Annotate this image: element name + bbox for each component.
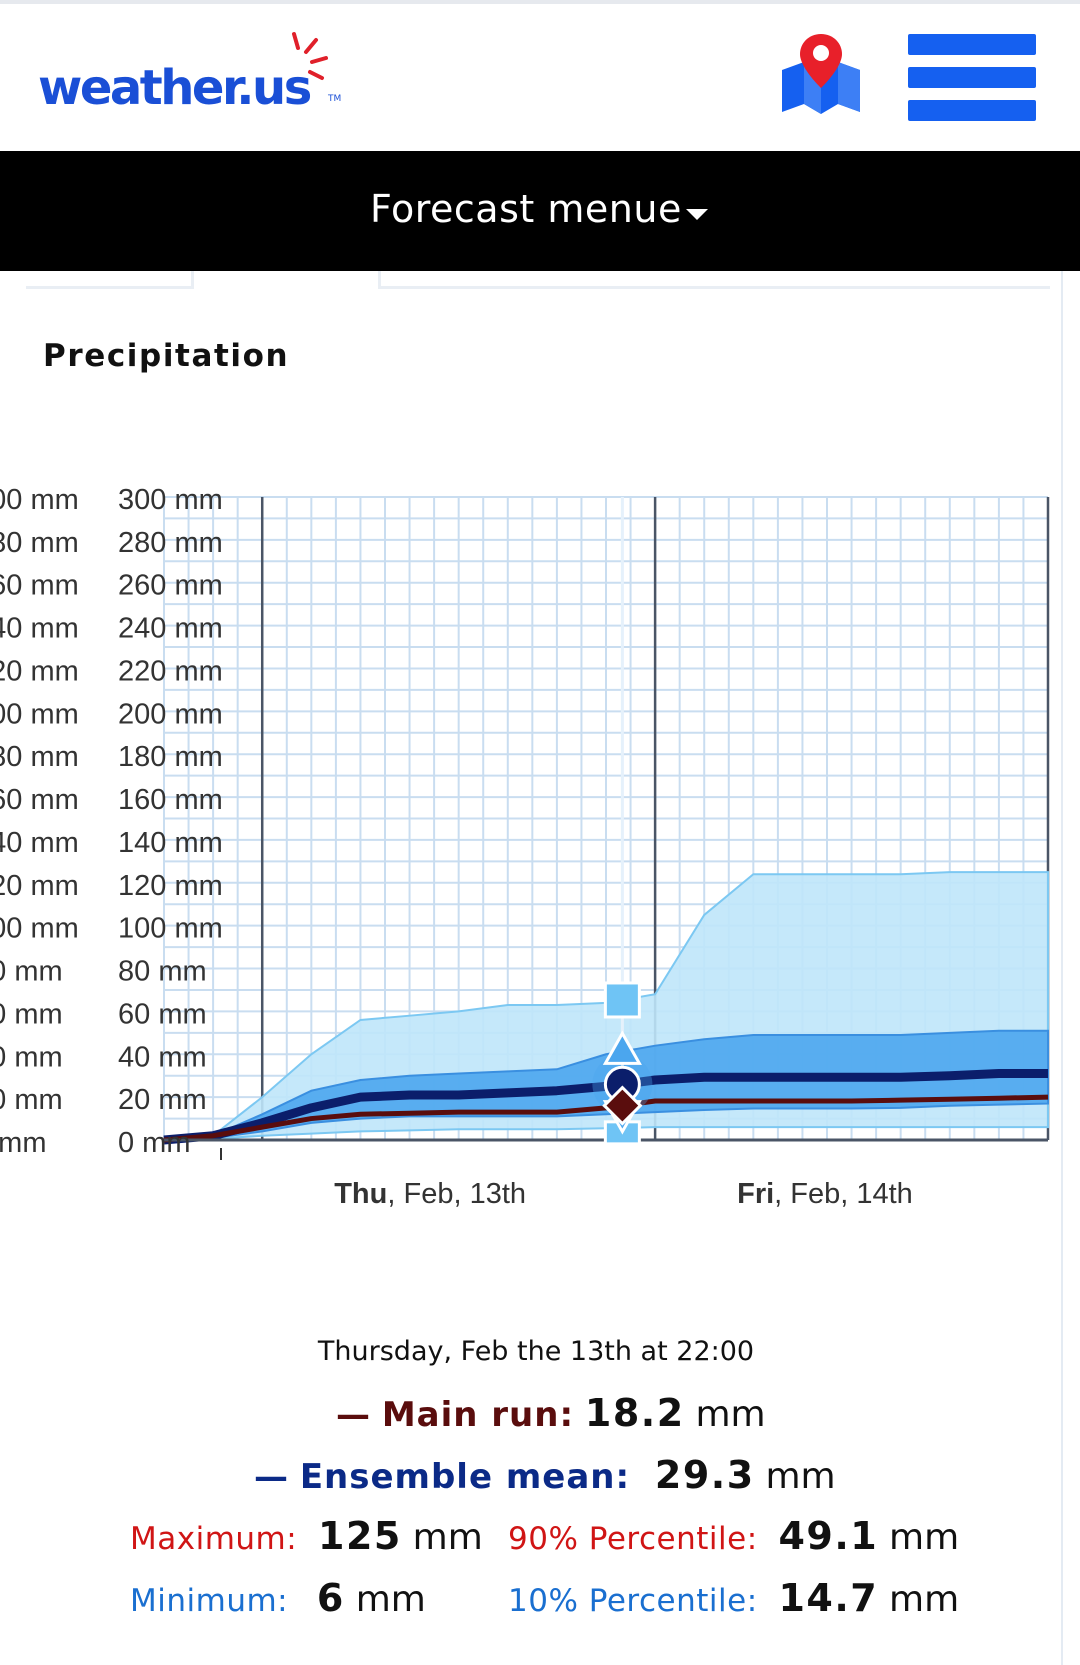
main-run-unit: mm xyxy=(695,1394,766,1435)
panel-border xyxy=(1061,271,1063,1665)
y-tick-label: 280 mm xyxy=(118,527,223,559)
y-tick-label: 140 mm xyxy=(118,827,223,859)
y-tick-label: 40 mm xyxy=(0,1041,63,1073)
top-header: weather.us TM xyxy=(0,0,1080,150)
ensemble-mean-value: 29.3 xyxy=(654,1453,755,1497)
main-run-dash: — xyxy=(336,1395,371,1435)
y-tick-label: 40 mm xyxy=(118,1041,207,1073)
tab-divider-left xyxy=(26,271,194,289)
y-tick-label: 120 mm xyxy=(118,870,223,902)
y-tick-label: 160 mm xyxy=(0,784,79,816)
ensemble-mean-row: — Ensemble mean: 29.3 mm xyxy=(254,1453,836,1497)
sun-rays-icon xyxy=(292,32,328,80)
pct90-label: 90% Percentile: xyxy=(508,1521,758,1557)
pct90-value: 49.1 xyxy=(778,1514,879,1558)
max-marker xyxy=(603,981,641,1019)
minimum-unit: mm xyxy=(355,1579,426,1620)
y-tick-label: 60 mm xyxy=(118,998,207,1030)
y-tick-label: 120 mm xyxy=(0,870,79,902)
y-tick-label: 160 mm xyxy=(118,784,223,816)
minimum-value: 6 xyxy=(316,1576,345,1620)
y-tick-label: 80 mm xyxy=(118,956,207,988)
y-tick-label: 20 mm xyxy=(118,1084,207,1116)
pct10-label: 10% Percentile: xyxy=(508,1583,758,1619)
y-tick-label: 200 mm xyxy=(118,698,223,730)
section-title: Precipitation xyxy=(43,338,290,374)
forecast-menu-dropdown[interactable]: Forecast menue xyxy=(0,151,1080,271)
maximum-value: 125 xyxy=(318,1514,402,1558)
main-run-value: 18.2 xyxy=(584,1391,685,1435)
ensemble-mean-unit: mm xyxy=(765,1456,836,1497)
y-tick-label: 180 mm xyxy=(118,741,223,773)
pct90-marker xyxy=(602,1030,642,1065)
maximum-row: Maximum: 125 mm xyxy=(130,1514,483,1558)
map-pin-icon[interactable] xyxy=(778,32,864,116)
minimum-row: Minimum: 6 mm xyxy=(130,1576,426,1620)
y-tick-label: 220 mm xyxy=(0,655,79,687)
y-tick-label: 260 mm xyxy=(118,570,223,602)
y-tick-label: 240 mm xyxy=(118,613,223,645)
pct10-value: 14.7 xyxy=(778,1576,879,1620)
pct90-row: 90% Percentile: 49.1 mm xyxy=(508,1514,959,1558)
main-run-row: — Main run: 18.2 mm xyxy=(336,1391,766,1435)
caret-down-icon xyxy=(686,209,708,220)
maximum-unit: mm xyxy=(412,1517,483,1558)
ensemble-mean-label: Ensemble mean: xyxy=(299,1457,631,1497)
x-day-label: Fri, Feb, 14th xyxy=(737,1178,913,1210)
main-run-marker xyxy=(602,1085,643,1126)
y-tick-label: 220 mm xyxy=(118,655,223,687)
pct90-unit: mm xyxy=(889,1517,960,1558)
y-tick-label: 100 mm xyxy=(0,913,79,945)
y-tick-label: 20 mm xyxy=(0,1084,63,1116)
y-tick-label: 0 mm xyxy=(0,1127,47,1159)
maximum-label: Maximum: xyxy=(130,1521,298,1557)
y-tick-label: 80 mm xyxy=(0,956,63,988)
hamburger-menu-icon[interactable] xyxy=(908,34,1036,122)
ensemble-mean-dash: — xyxy=(254,1457,289,1497)
y-tick-label: 300 mm xyxy=(0,484,79,516)
y-tick-label: 300 mm xyxy=(118,484,223,516)
y-tick-label: 100 mm xyxy=(118,913,223,945)
y-tick-label: 240 mm xyxy=(0,613,79,645)
y-tick-label: 60 mm xyxy=(0,998,63,1030)
precipitation-chart[interactable]: 0 mm 0 mm 20 mm 20 mm 40 mm 40 mm 60 mm 60 mm 80… xyxy=(0,470,1080,1230)
forecast-menu-label: Forecast menue xyxy=(370,187,682,231)
logo-trademark: TM xyxy=(328,94,342,104)
pct10-row: 10% Percentile: 14.7 mm xyxy=(508,1576,959,1620)
y-tick-label: 180 mm xyxy=(0,741,79,773)
y-tick-label: 260 mm xyxy=(0,570,79,602)
tab-divider-right xyxy=(378,271,1050,289)
hover-date-time: Thursday, Feb the 13th at 22:00 xyxy=(317,1336,755,1367)
weather-us-logo[interactable]: weather.us TM xyxy=(38,30,358,130)
y-tick-label: 280 mm xyxy=(0,527,79,559)
y-tick-label: 0 mm xyxy=(118,1127,191,1159)
y-tick-label: 200 mm xyxy=(0,698,79,730)
y-tick-label: 140 mm xyxy=(0,827,79,859)
logo-text: weather.us xyxy=(38,60,312,116)
x-day-label: Thu, Feb, 13th xyxy=(334,1178,526,1210)
pct10-unit: mm xyxy=(889,1579,960,1620)
minimum-label: Minimum: xyxy=(130,1583,289,1619)
main-run-label: Main run: xyxy=(381,1395,575,1435)
